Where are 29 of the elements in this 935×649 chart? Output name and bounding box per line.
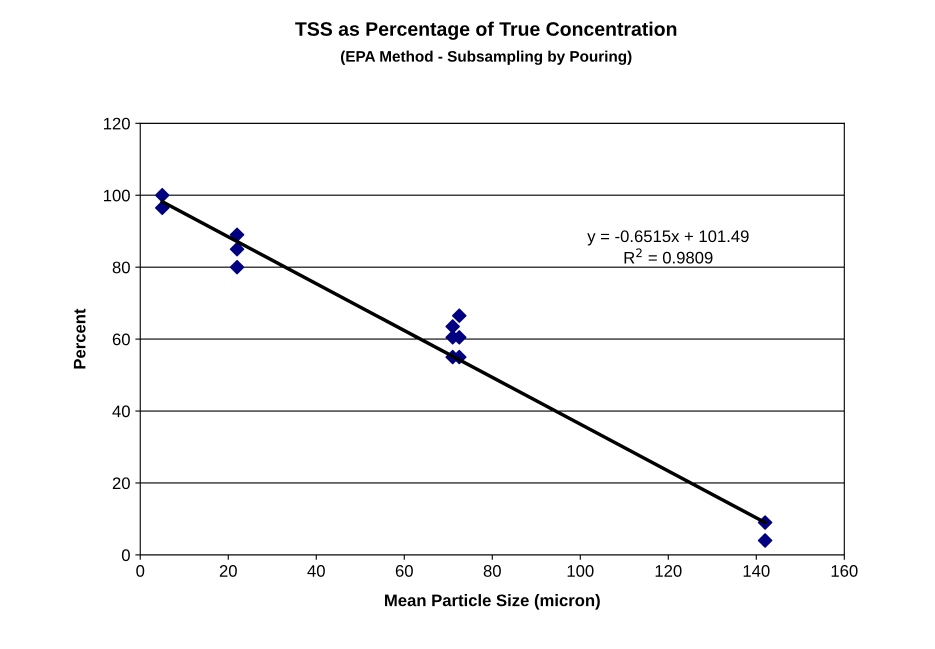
- y-tick-label: 120: [104, 118, 130, 130]
- annotation: y = -0.6515x + 101.49: [587, 230, 749, 246]
- y-tick-label: 0: [122, 549, 130, 562]
- chart-subtitle: (EPA Method - Subsampling by Pouring): [340, 50, 632, 65]
- point: [154, 188, 170, 203]
- x-tick-label: 40: [307, 565, 325, 577]
- x-axis-title: Mean Particle Size (micron): [385, 594, 600, 610]
- x-tick-label: 0: [136, 565, 144, 577]
- x-tick-label: 80: [484, 565, 501, 577]
- x-tick-label: 60: [396, 565, 413, 577]
- y-tick-label: 60: [112, 334, 130, 346]
- point: [758, 533, 772, 548]
- chart-title: TSS as Percentage of True Concentration: [295, 22, 676, 40]
- annotation: R$^{2}$ = 0.9809: [624, 248, 712, 264]
- y-axis-title: Percent: [74, 308, 86, 369]
- y-tick-label: 20: [112, 477, 130, 490]
- point: [230, 228, 244, 242]
- point: [230, 260, 244, 274]
- y-tick-label: 40: [112, 405, 130, 418]
- y-tick-label: 100: [104, 190, 130, 202]
- x-tick-label: 160: [832, 565, 858, 577]
- point: [230, 242, 244, 256]
- x-tick-label: 140: [744, 565, 770, 577]
- x-tick-label: 120: [656, 565, 682, 577]
- point: [445, 319, 460, 334]
- x-tick-label: 100: [568, 565, 594, 577]
- x-tick-label: 20: [220, 565, 237, 577]
- y-tick-label: 80: [112, 262, 130, 274]
- point: [452, 308, 467, 324]
